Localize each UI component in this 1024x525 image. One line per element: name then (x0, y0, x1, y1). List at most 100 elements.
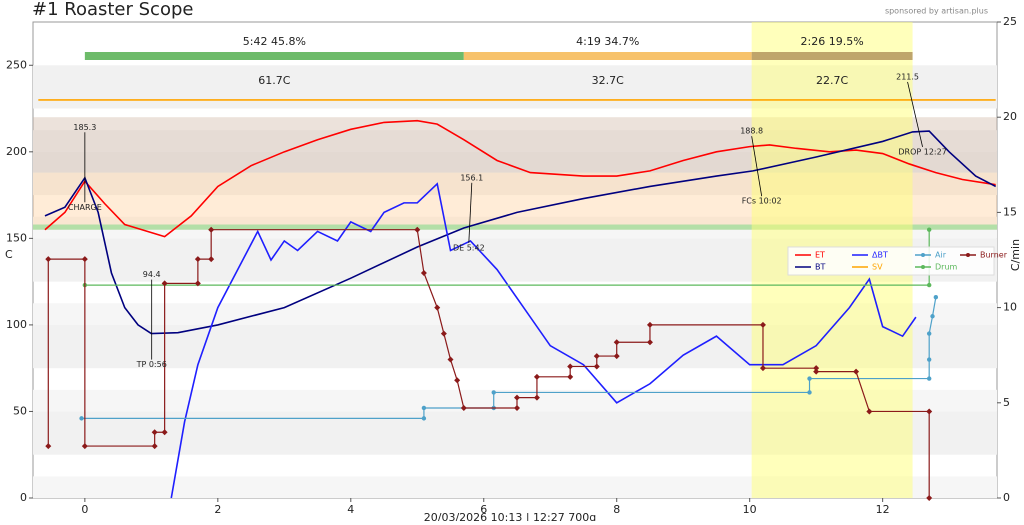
series-marker (81, 256, 88, 263)
series-marker (567, 373, 574, 380)
series-marker (926, 408, 933, 415)
legend-marker (966, 253, 970, 257)
x-tick-label: 8 (613, 503, 620, 516)
annotation-event: FCs 10:02 (742, 197, 782, 206)
chart-title: #1 Roaster Scope (32, 0, 193, 20)
series-marker (440, 330, 447, 337)
phase-temp: 22.7C (816, 74, 848, 87)
y-tick-label: 50 (13, 404, 27, 417)
series-marker (866, 408, 873, 415)
phase-label: 5:42 45.8% (243, 35, 306, 48)
legend-marker (921, 253, 925, 257)
y2-axis-label: C/min (1009, 239, 1022, 271)
series-marker (81, 443, 88, 450)
y2-tick-label: 0 (1003, 491, 1010, 504)
series-marker (194, 256, 201, 263)
annotation-value: 156.1 (460, 173, 483, 182)
legend-label: BT (815, 263, 825, 272)
annotation-value: 94.4 (143, 270, 161, 279)
x-tick-label: 0 (81, 503, 88, 516)
phase-bar (84, 52, 464, 60)
y2-tick-label: 25 (1003, 15, 1017, 28)
annotation-event: DE 5:42 (453, 243, 485, 252)
series-marker (414, 226, 421, 233)
series-marker (930, 314, 935, 319)
phase-label: 4:19 34.7% (576, 35, 639, 48)
y-tick-label: 200 (6, 145, 27, 158)
footer: 20/03/2026 10:13 | 12:27 700g (424, 511, 596, 521)
y2-tick-label: 5 (1003, 396, 1010, 409)
series-marker (926, 331, 932, 336)
series-marker (926, 282, 932, 288)
series-marker (807, 376, 812, 381)
series-marker (151, 429, 158, 436)
series-marker (533, 394, 540, 401)
annotation-value: 188.8 (740, 127, 763, 136)
legend-label: Burner (980, 251, 1008, 260)
temp-band (33, 224, 997, 230)
legend-label: Air (935, 251, 947, 260)
series-marker (567, 363, 574, 370)
phase-bar (751, 52, 913, 60)
series-marker (813, 368, 820, 375)
y-axis-label: C (5, 248, 13, 261)
phase-bar (463, 52, 752, 60)
series-marker (926, 227, 932, 232)
series-marker (513, 404, 520, 411)
series-marker (460, 404, 467, 411)
y2-tick-label: 10 (1003, 301, 1017, 314)
series-line (44, 130, 997, 335)
series-marker (759, 321, 766, 328)
series-marker (613, 339, 620, 346)
series-marker (194, 280, 201, 287)
series-marker (533, 373, 540, 380)
legend-label: Drum (935, 263, 958, 272)
series-marker (646, 339, 653, 346)
legend-box (787, 246, 995, 276)
series-marker (593, 363, 600, 370)
series-marker (926, 495, 933, 501)
annotation-event: CHARGE (68, 203, 102, 212)
x-tick-label: 12 (876, 503, 890, 516)
phase-label: 2:26 19.5% (801, 35, 864, 48)
x-tick-label: 6 (480, 503, 487, 516)
legend-label: ΔBT (872, 251, 888, 260)
series-marker (45, 256, 52, 263)
annotation-line (468, 182, 473, 243)
series-marker (45, 443, 52, 450)
series-marker (421, 405, 427, 411)
annotation-event: DROP 12:27 (898, 147, 946, 156)
y-tick-label: 150 (6, 231, 27, 244)
annotation-line (907, 81, 923, 148)
series-marker (434, 304, 441, 311)
series-marker (161, 429, 168, 436)
series-marker (646, 321, 653, 328)
series-marker (613, 353, 620, 360)
x-tick-label: 10 (743, 503, 757, 516)
series-marker (447, 356, 454, 363)
annotation-value: 211.5 (896, 72, 919, 81)
series-marker (161, 280, 168, 287)
series-marker (813, 365, 820, 372)
series-marker (593, 353, 600, 360)
phase-temp: 32.7C (592, 74, 624, 87)
series-marker (79, 416, 84, 421)
series-marker (807, 390, 812, 395)
phase-temp: 61.7C (258, 74, 290, 87)
series-line (44, 119, 996, 238)
series-marker (491, 390, 496, 395)
series-marker (151, 443, 158, 450)
y-tick-label: 100 (6, 318, 27, 331)
y-tick-label: 250 (6, 58, 27, 71)
series-marker (208, 256, 215, 263)
x-tick-label: 2 (214, 503, 221, 516)
series-marker (420, 269, 427, 276)
series-marker (759, 365, 766, 372)
legend-marker (921, 265, 925, 269)
series-marker (208, 226, 215, 233)
sponsor: sponsored by artisan.plus (885, 7, 988, 16)
series-marker (421, 416, 427, 421)
annotation-value: 185.3 (73, 123, 96, 132)
series-marker (926, 357, 932, 362)
